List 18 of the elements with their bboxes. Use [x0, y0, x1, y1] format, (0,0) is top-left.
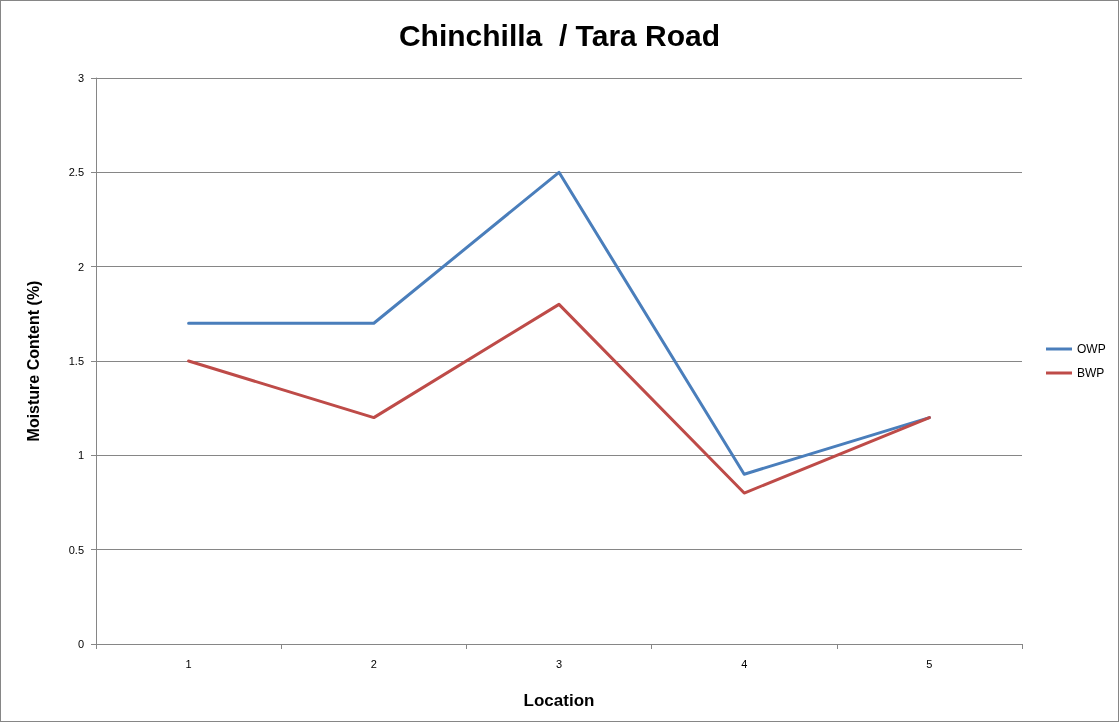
y-tick-label: 2 — [77, 260, 84, 273]
y-tick-label: 2.5 — [68, 166, 84, 179]
legend-label: BWP — [1077, 366, 1105, 380]
x-tick-label: 4 — [741, 657, 748, 670]
y-axis-title: Moisture Content (%) — [24, 280, 42, 442]
y-tick-label: 0.5 — [68, 543, 84, 556]
x-tick-label: 5 — [926, 657, 933, 670]
y-tick-label: 0 — [77, 638, 84, 650]
legend-label: OWP — [1077, 342, 1106, 356]
x-tick-label: 3 — [555, 657, 563, 670]
y-tick-label: 1.5 — [68, 355, 84, 367]
line-series — [187, 302, 931, 495]
y-tick-label: 1 — [77, 449, 84, 462]
x-axis-title: Location — [523, 691, 595, 710]
y-tick-label: 3 — [77, 72, 84, 84]
x-tick-label: 2 — [370, 657, 377, 670]
chart-title: Chinchilla / Tara Road — [398, 18, 721, 52]
x-tick-label: 1 — [185, 657, 192, 670]
